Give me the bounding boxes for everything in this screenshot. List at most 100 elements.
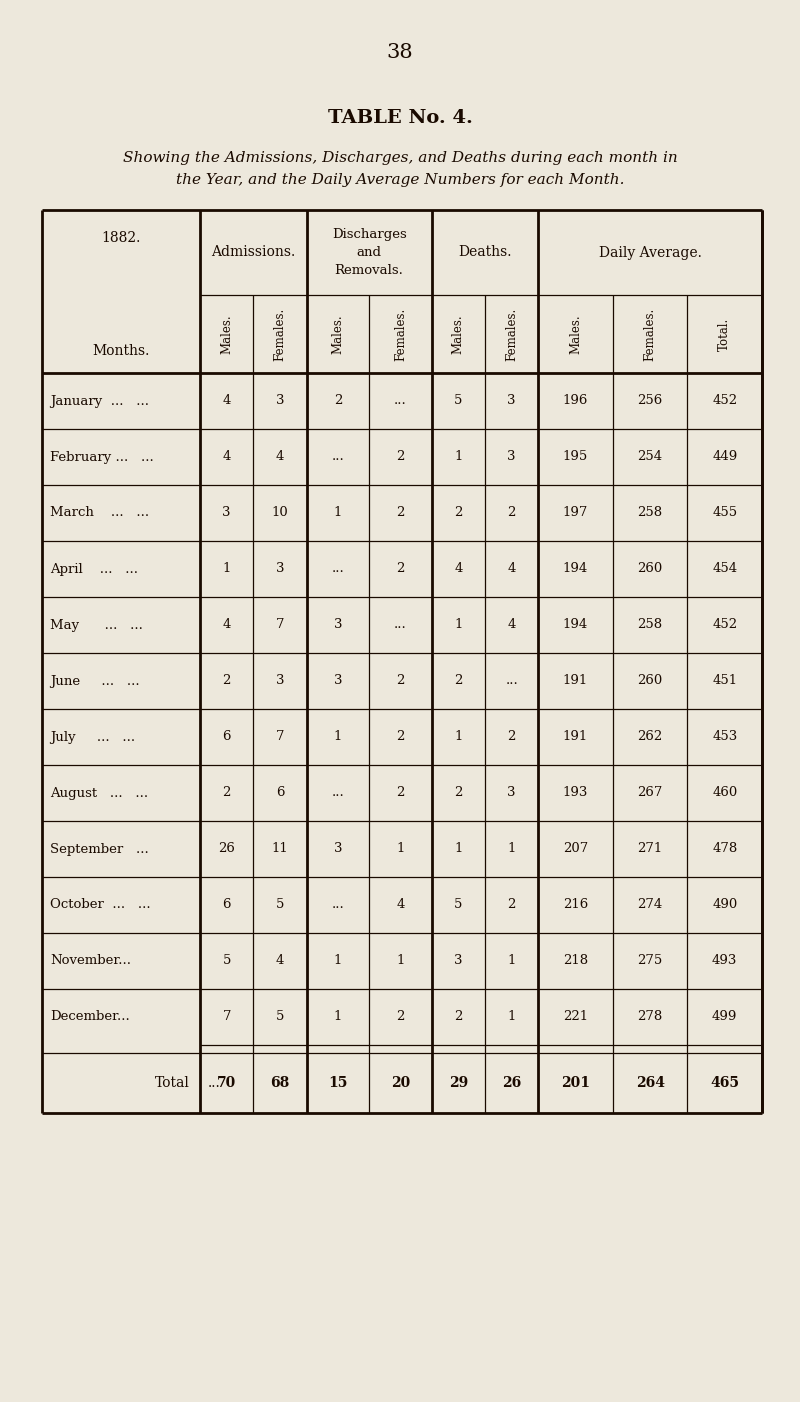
- Text: 3: 3: [276, 562, 284, 575]
- Text: 275: 275: [638, 955, 662, 967]
- Text: Daily Average.: Daily Average.: [598, 245, 702, 259]
- Text: 2: 2: [454, 1011, 462, 1023]
- Text: May      ...   ...: May ... ...: [50, 618, 143, 631]
- Text: 6: 6: [222, 899, 231, 911]
- Text: the Year, and the Daily Average Numbers for each Month.: the Year, and the Daily Average Numbers …: [176, 172, 624, 186]
- Text: 4: 4: [222, 618, 231, 631]
- Text: Males.: Males.: [569, 314, 582, 353]
- Text: 4: 4: [276, 955, 284, 967]
- Text: 452: 452: [712, 394, 738, 408]
- Text: 15: 15: [328, 1075, 347, 1089]
- Text: 195: 195: [563, 450, 588, 464]
- Text: 264: 264: [636, 1075, 665, 1089]
- Text: 2: 2: [396, 730, 405, 743]
- Text: June     ...   ...: June ... ...: [50, 674, 140, 687]
- Text: 3: 3: [507, 450, 516, 464]
- Text: 5: 5: [276, 899, 284, 911]
- Text: March    ...   ...: March ... ...: [50, 506, 149, 520]
- Text: 7: 7: [276, 618, 284, 631]
- Text: 3: 3: [276, 674, 284, 687]
- Text: ...: ...: [331, 562, 344, 575]
- Text: 191: 191: [563, 730, 588, 743]
- Text: Females.: Females.: [394, 307, 407, 360]
- Text: 11: 11: [271, 843, 288, 855]
- Text: 260: 260: [638, 674, 662, 687]
- Text: Deaths.: Deaths.: [458, 245, 512, 259]
- Text: 4: 4: [222, 394, 231, 408]
- Text: 38: 38: [386, 42, 414, 62]
- Text: ...: ...: [331, 899, 344, 911]
- Text: 2: 2: [507, 899, 516, 911]
- Text: 452: 452: [712, 618, 738, 631]
- Text: 3: 3: [222, 506, 231, 520]
- Text: 194: 194: [563, 618, 588, 631]
- Text: ...: ...: [506, 674, 518, 687]
- Text: 1: 1: [396, 843, 405, 855]
- Text: 1: 1: [334, 506, 342, 520]
- Text: 2: 2: [396, 787, 405, 799]
- Text: 1: 1: [507, 1011, 516, 1023]
- Text: 2: 2: [334, 394, 342, 408]
- Text: 191: 191: [563, 674, 588, 687]
- Text: 7: 7: [276, 730, 284, 743]
- Text: September   ...: September ...: [50, 843, 149, 855]
- Text: 4: 4: [454, 562, 462, 575]
- Text: Admissions.: Admissions.: [211, 245, 295, 259]
- Text: 478: 478: [712, 843, 738, 855]
- Text: Discharges
and
Removals.: Discharges and Removals.: [332, 229, 406, 278]
- Text: Total.: Total.: [718, 317, 731, 350]
- Text: 258: 258: [638, 506, 662, 520]
- Text: Females.: Females.: [274, 307, 286, 360]
- Text: 197: 197: [563, 506, 588, 520]
- Text: 3: 3: [276, 394, 284, 408]
- Text: Showing the Admissions, Discharges, and Deaths during each month in: Showing the Admissions, Discharges, and …: [122, 151, 678, 165]
- Text: 68: 68: [270, 1075, 290, 1089]
- Text: 29: 29: [449, 1075, 468, 1089]
- Text: 449: 449: [712, 450, 738, 464]
- Text: 2: 2: [222, 674, 231, 687]
- Text: 26: 26: [502, 1075, 522, 1089]
- Text: 3: 3: [334, 674, 342, 687]
- Text: 260: 260: [638, 562, 662, 575]
- Text: 70: 70: [217, 1075, 236, 1089]
- Text: July     ...   ...: July ... ...: [50, 730, 135, 743]
- Text: 453: 453: [712, 730, 738, 743]
- Text: 26: 26: [218, 843, 235, 855]
- Text: 254: 254: [638, 450, 662, 464]
- Text: 1: 1: [507, 955, 516, 967]
- Text: 499: 499: [712, 1011, 738, 1023]
- Text: 465: 465: [710, 1075, 739, 1089]
- Text: 5: 5: [276, 1011, 284, 1023]
- Text: Females.: Females.: [505, 307, 518, 360]
- Text: 4: 4: [276, 450, 284, 464]
- Text: 4: 4: [507, 562, 516, 575]
- Text: 2: 2: [396, 506, 405, 520]
- Text: Total: Total: [155, 1075, 190, 1089]
- Text: 2: 2: [507, 730, 516, 743]
- Text: 271: 271: [638, 843, 662, 855]
- Text: Months.: Months.: [92, 343, 150, 358]
- Text: 193: 193: [563, 787, 588, 799]
- Text: ...: ...: [208, 1075, 221, 1089]
- Text: 2: 2: [396, 674, 405, 687]
- Text: 3: 3: [334, 843, 342, 855]
- Text: 201: 201: [561, 1075, 590, 1089]
- Text: 278: 278: [638, 1011, 662, 1023]
- Text: 6: 6: [222, 730, 231, 743]
- Text: 460: 460: [712, 787, 738, 799]
- Text: 1: 1: [334, 1011, 342, 1023]
- Text: 1: 1: [334, 730, 342, 743]
- Text: ...: ...: [394, 618, 407, 631]
- Text: 7: 7: [222, 1011, 231, 1023]
- Text: TABLE No. 4.: TABLE No. 4.: [327, 109, 473, 128]
- Text: 267: 267: [638, 787, 663, 799]
- Text: 3: 3: [507, 787, 516, 799]
- Text: 454: 454: [712, 562, 738, 575]
- Text: Males.: Males.: [331, 314, 344, 353]
- Text: 196: 196: [563, 394, 588, 408]
- Text: 3: 3: [454, 955, 462, 967]
- Text: 5: 5: [222, 955, 231, 967]
- Text: 1: 1: [454, 730, 462, 743]
- Text: 455: 455: [712, 506, 738, 520]
- Text: 4: 4: [222, 450, 231, 464]
